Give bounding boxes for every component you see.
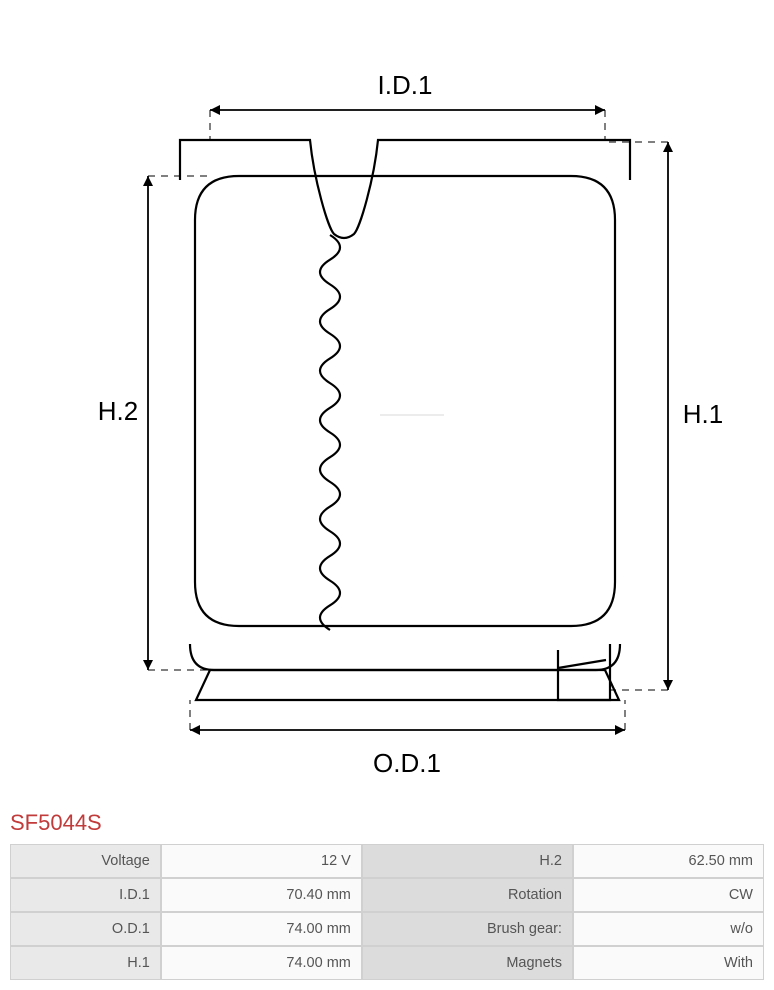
svg-text:H.2: H.2 xyxy=(98,396,138,426)
spec-value: 62.50 mm xyxy=(573,844,764,878)
spec-value: With xyxy=(573,946,764,980)
table-row: O.D.174.00 mmBrush gear:w/o xyxy=(10,912,764,946)
part-number-title: SF5044S xyxy=(10,810,764,836)
spec-value: 74.00 mm xyxy=(161,912,362,946)
spec-value: CW xyxy=(573,878,764,912)
spec-label: O.D.1 xyxy=(10,912,161,946)
table-row: I.D.170.40 mmRotationCW xyxy=(10,878,764,912)
spec-value: 70.40 mm xyxy=(161,878,362,912)
svg-text:H.1: H.1 xyxy=(683,399,723,429)
drawing-svg: I.D.1 O.D.1 H.2 H.1 xyxy=(10,10,764,800)
table-row: Voltage12 VH.262.50 mm xyxy=(10,844,764,878)
spec-label: Voltage xyxy=(10,844,161,878)
spec-value: 74.00 mm xyxy=(161,946,362,980)
spec-label: Magnets xyxy=(362,946,573,980)
svg-text:I.D.1: I.D.1 xyxy=(378,70,433,100)
svg-text:O.D.1: O.D.1 xyxy=(373,748,441,778)
spec-label: Brush gear: xyxy=(362,912,573,946)
spec-label: H.1 xyxy=(10,946,161,980)
spec-value: w/o xyxy=(573,912,764,946)
technical-drawing: I.D.1 O.D.1 H.2 H.1 xyxy=(10,10,764,800)
table-row: H.174.00 mmMagnetsWith xyxy=(10,946,764,980)
spec-label: I.D.1 xyxy=(10,878,161,912)
spec-value: 12 V xyxy=(161,844,362,878)
spec-label: H.2 xyxy=(362,844,573,878)
spec-table: Voltage12 VH.262.50 mmI.D.170.40 mmRotat… xyxy=(10,844,764,980)
spec-label: Rotation xyxy=(362,878,573,912)
